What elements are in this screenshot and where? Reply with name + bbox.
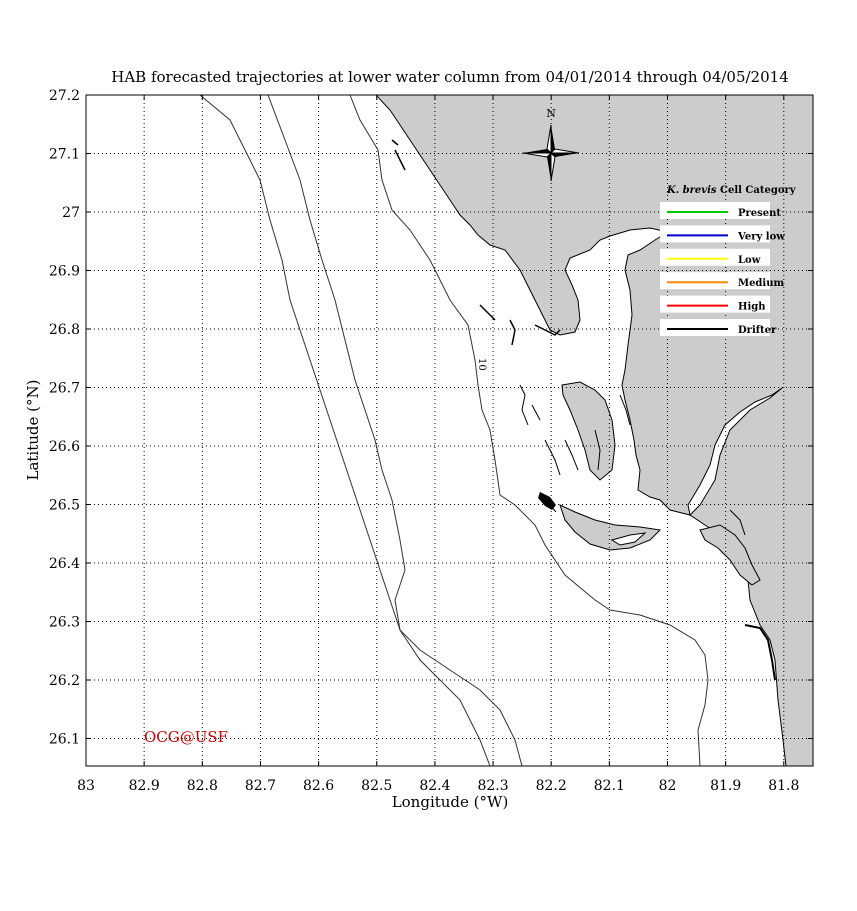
y-tick-label: 26.4: [49, 556, 80, 572]
x-axis: 83 82.9 82.8 82.7 82.6 82.5 82.4 82.3 82.2 82.1 82…: [77, 95, 799, 794]
depth-contours: [199, 95, 709, 766]
map-title: HAB forecasted trajectories at lower wat…: [111, 68, 788, 86]
y-tick-label: 27.1: [49, 147, 80, 163]
y-tick-label: 26.2: [49, 673, 80, 689]
naples-coast: [744, 624, 776, 681]
x-tick-label: 82.4: [419, 778, 450, 794]
legend: K. brevis Cell Category Present Very low L…: [660, 185, 797, 336]
x-tick-label: 82: [659, 778, 677, 794]
contour-line-outer: [199, 95, 523, 766]
x-tick-label: 82.1: [594, 778, 625, 794]
contour-line-mid: [267, 95, 491, 766]
x-tick-label: 81.9: [710, 778, 741, 794]
river-upper: [687, 387, 783, 517]
sanibel-island: [559, 504, 662, 551]
legend-item-label: Low: [738, 255, 761, 266]
y-axis-label: Latitude (°N): [24, 380, 42, 481]
y-tick-label: 26.3: [49, 615, 80, 631]
credit-label: OCG@USF: [144, 728, 228, 746]
legend-item-background: [660, 202, 770, 219]
x-tick-label: 83: [77, 778, 95, 794]
x-tick-label: 82.7: [245, 778, 276, 794]
legend-item-label: High: [738, 302, 766, 313]
legend-title: K. brevis Cell Category: [666, 185, 797, 196]
y-axis: 27.2 27.1 27 26.9 26.8 26.7 26.6 26.5 26.4 26.3 26…: [49, 88, 813, 748]
y-tick-label: 26.8: [49, 322, 80, 338]
y-tick-label: 27.2: [49, 88, 80, 104]
y-tick-label: 26.5: [49, 498, 80, 514]
x-tick-label: 82.3: [477, 778, 508, 794]
estero-land: [699, 524, 761, 586]
barrier-islands: [519, 384, 631, 513]
x-tick-label: 82.8: [187, 778, 218, 794]
sanibel-lagoon: [610, 532, 647, 546]
charlotte-islands: [479, 304, 561, 346]
key-west-cluster: [538, 492, 556, 510]
x-tick-label: 82.2: [536, 778, 567, 794]
legend-item-background: [660, 248, 770, 266]
x-tick-label: 82.6: [303, 778, 334, 794]
legend-title-rest: Cell Category: [717, 185, 797, 196]
legend-item-label: Medium: [738, 278, 784, 289]
y-tick-label: 26.7: [49, 381, 80, 397]
legend-item-background: [660, 272, 770, 290]
x-tick-label: 81.8: [768, 778, 799, 794]
legend-item-background: [660, 319, 770, 336]
x-tick-label: 82.5: [361, 778, 392, 794]
y-tick-label: 26.6: [49, 439, 80, 455]
contour-line-inner: [349, 95, 709, 766]
plot-frame: [85, 94, 814, 767]
y-tick-label: 26.9: [49, 264, 80, 280]
contour-label: 10: [476, 358, 487, 371]
compass-rose-icon: N: [522, 107, 580, 182]
legend-item-background: [660, 295, 770, 313]
coast-detail: [391, 139, 406, 171]
legend-item-background: [660, 225, 770, 243]
legend-item-label: Drifter: [738, 325, 777, 336]
legend-item-label: Present: [738, 208, 781, 219]
legend-title-species: K. brevis: [666, 185, 717, 196]
y-tick-label: 26.1: [49, 732, 80, 748]
compass-north-label: N: [546, 107, 556, 120]
x-tick-label: 82.9: [129, 778, 160, 794]
x-axis-label: Longitude (°W): [392, 793, 509, 811]
y-tick-label: 27: [62, 205, 80, 221]
legend-item-label: Very low: [737, 231, 785, 242]
pine-island: [561, 381, 616, 481]
